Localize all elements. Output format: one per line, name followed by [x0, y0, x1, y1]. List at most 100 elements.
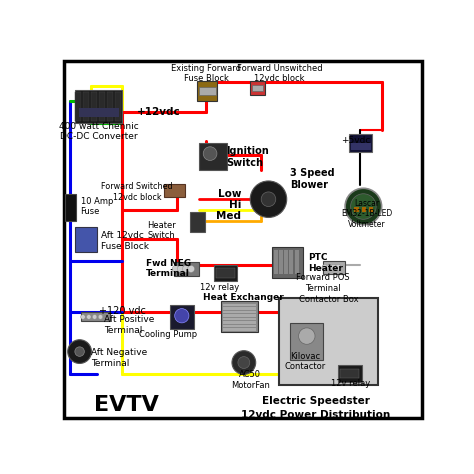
- Bar: [115, 91, 120, 121]
- Text: 3 Speed
Blower: 3 Speed Blower: [291, 168, 335, 190]
- Circle shape: [98, 315, 103, 319]
- Text: Hi: Hi: [229, 200, 241, 210]
- Bar: [79, 108, 119, 117]
- Text: +5vdc: +5vdc: [341, 137, 371, 146]
- Bar: [354, 207, 359, 212]
- Bar: [75, 90, 122, 123]
- Bar: [199, 143, 227, 170]
- Bar: [284, 250, 288, 274]
- Text: Low: Low: [218, 189, 241, 199]
- Circle shape: [92, 315, 97, 319]
- Text: Kilovac
Contactor: Kilovac Contactor: [284, 352, 326, 371]
- Circle shape: [203, 147, 217, 160]
- Circle shape: [86, 315, 91, 319]
- Text: +120 vdc: +120 vdc: [99, 306, 146, 316]
- Bar: [223, 307, 255, 310]
- Text: Cooling Pump: Cooling Pump: [139, 330, 197, 339]
- Circle shape: [68, 340, 91, 364]
- Bar: [216, 268, 235, 278]
- Text: 10 Amp
Fuse: 10 Amp Fuse: [81, 197, 113, 216]
- Bar: [290, 250, 293, 274]
- Bar: [75, 227, 97, 252]
- Circle shape: [188, 265, 194, 273]
- Bar: [279, 298, 378, 385]
- Bar: [107, 91, 113, 121]
- Circle shape: [172, 265, 179, 273]
- Bar: [223, 304, 255, 307]
- Bar: [223, 325, 255, 327]
- Bar: [272, 246, 303, 278]
- Bar: [351, 143, 371, 150]
- Text: 12v relay: 12v relay: [200, 283, 239, 292]
- Bar: [190, 212, 205, 232]
- Circle shape: [75, 347, 84, 356]
- Text: Aft Negative
Terminal: Aft Negative Terminal: [91, 348, 148, 368]
- Bar: [223, 314, 255, 317]
- Bar: [362, 207, 366, 212]
- Text: Ignition
Switch: Ignition Switch: [227, 146, 269, 168]
- Text: Aft Positive
Terminal: Aft Positive Terminal: [104, 315, 155, 335]
- Text: Contactor Box: Contactor Box: [299, 295, 358, 304]
- Circle shape: [182, 265, 190, 273]
- Bar: [323, 261, 345, 274]
- Circle shape: [299, 328, 315, 344]
- Bar: [65, 194, 76, 221]
- Circle shape: [322, 264, 328, 271]
- Bar: [338, 365, 362, 382]
- Bar: [170, 305, 194, 329]
- Bar: [349, 134, 373, 152]
- Circle shape: [330, 264, 337, 271]
- Circle shape: [345, 188, 382, 225]
- Bar: [291, 323, 323, 360]
- Text: Forward Switched
12vdc block: Forward Switched 12vdc block: [101, 182, 173, 201]
- Bar: [223, 328, 255, 331]
- Circle shape: [238, 356, 250, 368]
- Bar: [83, 91, 89, 121]
- Circle shape: [326, 264, 333, 271]
- Bar: [197, 81, 218, 100]
- Circle shape: [335, 264, 341, 271]
- Text: +12vdc: +12vdc: [137, 107, 181, 117]
- Text: PTC
Heater: PTC Heater: [309, 254, 344, 273]
- Text: Fwd NEG
Terminal: Fwd NEG Terminal: [146, 259, 191, 278]
- Text: 12v relay: 12v relay: [331, 379, 370, 388]
- Bar: [279, 250, 283, 274]
- Bar: [91, 91, 97, 121]
- Text: Heat Exchanger: Heat Exchanger: [202, 293, 283, 302]
- Bar: [223, 311, 255, 313]
- Bar: [164, 183, 184, 197]
- Bar: [340, 369, 359, 378]
- Bar: [369, 207, 373, 212]
- Bar: [99, 91, 105, 121]
- Bar: [223, 321, 255, 324]
- Text: Forward Unswitched
12vdc block: Forward Unswitched 12vdc block: [237, 64, 322, 83]
- Circle shape: [232, 351, 255, 374]
- Text: Lascar
EM32-1B-LED
Voltmeter: Lascar EM32-1B-LED Voltmeter: [341, 199, 392, 229]
- Bar: [252, 85, 263, 91]
- Text: Aft 12vdc
Fuse Block: Aft 12vdc Fuse Block: [100, 231, 148, 251]
- Circle shape: [261, 192, 276, 207]
- Text: Heater
Switch: Heater Switch: [146, 220, 175, 240]
- Text: EVTV: EVTV: [94, 395, 159, 415]
- Bar: [173, 262, 199, 276]
- Bar: [75, 91, 81, 121]
- Bar: [274, 250, 278, 274]
- Circle shape: [177, 265, 184, 273]
- Circle shape: [250, 181, 287, 218]
- Text: Forward POS
Terminal: Forward POS Terminal: [296, 273, 350, 293]
- Text: 400 watt Chennic
DC-DC Converter: 400 watt Chennic DC-DC Converter: [59, 122, 138, 141]
- Text: Med: Med: [216, 210, 241, 220]
- Bar: [223, 318, 255, 320]
- Bar: [81, 312, 109, 321]
- Bar: [295, 250, 299, 274]
- Circle shape: [175, 309, 189, 323]
- Bar: [199, 87, 216, 95]
- Circle shape: [81, 315, 85, 319]
- Text: Existing Forward
Fuse Block: Existing Forward Fuse Block: [172, 64, 241, 83]
- Bar: [250, 81, 265, 95]
- Text: AC50
MotorFan: AC50 MotorFan: [231, 370, 270, 390]
- Text: Electric Speedster
12vdc Power Distribution: Electric Speedster 12vdc Power Distribut…: [241, 396, 391, 419]
- Circle shape: [351, 194, 376, 219]
- Bar: [221, 301, 257, 332]
- Bar: [214, 265, 237, 282]
